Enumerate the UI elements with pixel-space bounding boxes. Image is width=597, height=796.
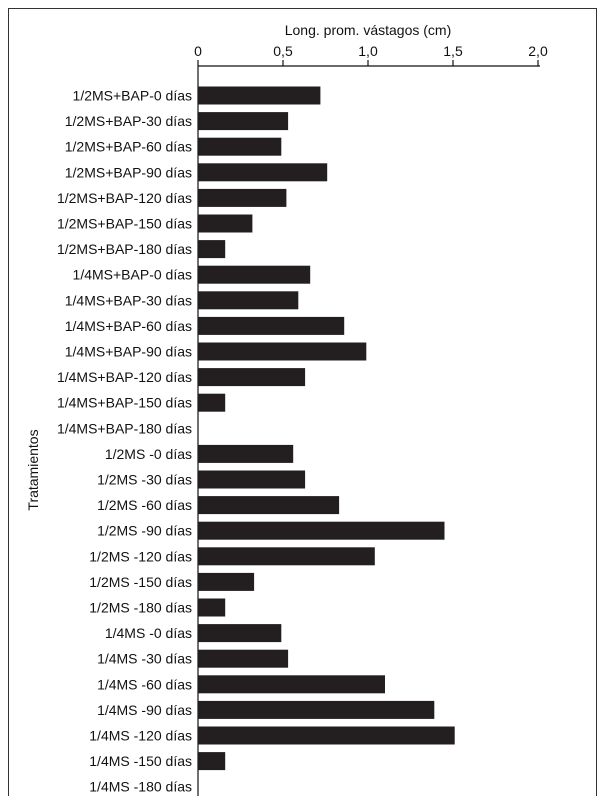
bar (198, 752, 226, 771)
category-label: 1/4MS+BAP-180 días (57, 420, 192, 436)
bar (198, 624, 282, 643)
bar (198, 316, 345, 335)
category-label: 1/2MS -120 días (89, 548, 192, 564)
bar (198, 265, 311, 284)
x-tick-label: 0 (194, 43, 202, 59)
bar (198, 112, 289, 131)
category-label: 1/2MS+BAP-150 días (57, 216, 192, 232)
category-label: 1/2MS -180 días (89, 600, 192, 616)
x-tick-label: 1,5 (443, 43, 463, 59)
x-tick-label: 0,5 (273, 43, 293, 59)
category-label: 1/2MS+BAP-120 días (57, 190, 192, 206)
axes (197, 60, 540, 796)
y-axis-title: Tratamientos (25, 429, 41, 510)
bar (198, 291, 299, 310)
bar (198, 649, 289, 668)
category-label: 1/2MS -30 días (97, 472, 192, 488)
bar (198, 444, 294, 463)
bar (198, 368, 306, 387)
category-label: 1/4MS -180 días (89, 779, 192, 795)
bar (198, 137, 282, 156)
category-label: 1/4MS+BAP-120 días (57, 369, 192, 385)
bar (198, 675, 385, 694)
category-label: 1/4MS -120 días (89, 728, 192, 744)
category-label: 1/4MS+BAP-0 días (73, 267, 192, 283)
bar (198, 240, 226, 259)
category-label: 1/2MS+BAP-60 días (65, 139, 192, 155)
x-axis-title: Long. prom. vástagos (cm) (285, 22, 452, 38)
category-label: 1/2MS -90 días (97, 523, 192, 539)
bar (198, 86, 321, 105)
category-label: 1/2MS -0 días (105, 446, 192, 462)
bar (198, 572, 255, 591)
category-label: 1/2MS -150 días (89, 574, 192, 590)
x-tick-labels: 0 0,5 1,0 1,5 2,0 (194, 43, 548, 59)
bars (198, 86, 455, 771)
category-label: 1/2MS+BAP-180 días (57, 241, 192, 257)
category-label: 1/2MS -60 días (97, 497, 192, 513)
bar (198, 214, 253, 233)
bar (198, 342, 367, 361)
category-label: 1/4MS+BAP-150 días (57, 395, 192, 411)
category-labels: 1/2MS+BAP-0 días 1/2MS+BAP-30 días 1/2MS+B… (57, 88, 192, 795)
bar (198, 393, 226, 412)
bar (198, 547, 375, 566)
category-label: 1/4MS+BAP-60 días (65, 318, 192, 334)
category-label: 1/4MS -30 días (97, 651, 192, 667)
bar (198, 163, 328, 182)
bar (198, 598, 226, 617)
category-label: 1/2MS+BAP-0 días (73, 88, 192, 104)
category-label: 1/2MS+BAP-30 días (65, 113, 192, 129)
category-label: 1/4MS -150 días (89, 753, 192, 769)
category-label: 1/4MS -90 días (97, 702, 192, 718)
x-tick-label: 1,0 (358, 43, 378, 59)
category-label: 1/4MS+BAP-30 días (65, 292, 192, 308)
category-label: 1/4MS+BAP-90 días (65, 344, 192, 360)
bar (198, 521, 445, 540)
category-label: 1/2MS+BAP-90 días (65, 164, 192, 180)
bar (198, 496, 340, 515)
category-label: 1/4MS -0 días (105, 625, 192, 641)
bar (198, 188, 287, 207)
category-label: 1/4MS -60 días (97, 676, 192, 692)
x-tick-label: 2,0 (528, 43, 548, 59)
bar (198, 700, 435, 719)
bar (198, 470, 306, 489)
bar (198, 726, 455, 745)
